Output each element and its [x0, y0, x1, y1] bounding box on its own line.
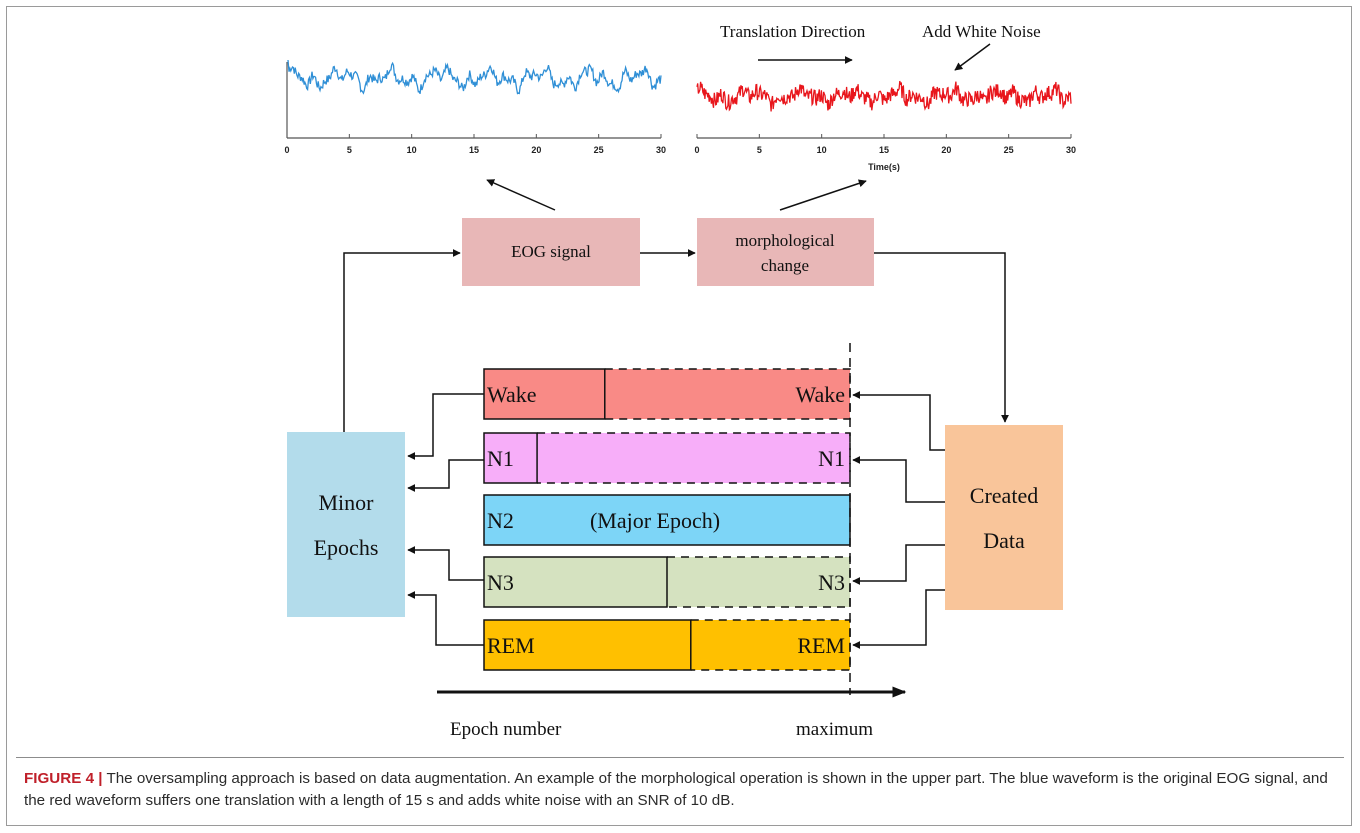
- x-tick-label: 15: [879, 145, 889, 155]
- maximum-label: maximum: [796, 719, 873, 740]
- time-axis-label: Time(s): [868, 162, 900, 172]
- stage-left-label: N3: [487, 570, 514, 595]
- stage-left-label: N2: [487, 508, 514, 533]
- stage-right-label: REM: [797, 633, 845, 658]
- original-epochs-segment: [483, 432, 538, 484]
- original-epochs-segment: [483, 556, 668, 608]
- created-epochs-segment: [667, 556, 851, 608]
- stage-bar-n1: N1 N1: [483, 432, 851, 484]
- augmented-waveform-plot: 0 5 10 15 20 25 30 Time(s): [694, 80, 1076, 172]
- morph-to-red-arrow: [779, 179, 867, 211]
- stage-bar-fill: [484, 369, 850, 419]
- x-tick-label: 10: [407, 145, 417, 155]
- x-tick-label: 30: [656, 145, 666, 155]
- x-tick-label: 30: [1066, 145, 1076, 155]
- stage-bar-fill: [484, 620, 850, 670]
- created-to-stage-arrows: [852, 391, 945, 649]
- stage-left-label: N1: [487, 446, 514, 471]
- minor-label-line1: Minor: [319, 490, 375, 515]
- x-tick-label: 5: [757, 145, 762, 155]
- eog-to-blue-arrow: [486, 179, 556, 211]
- minor-to-eog-arrow: [343, 249, 461, 432]
- x-tick-label: 20: [531, 145, 541, 155]
- x-tick-label: 20: [941, 145, 951, 155]
- created-label-line1: Created: [970, 483, 1038, 508]
- created-epochs-segment: [537, 432, 851, 484]
- caption-text: The oversampling approach is based on da…: [24, 770, 1328, 809]
- epoch-number-label: Epoch number: [450, 719, 562, 740]
- stage-bar-fill: [484, 433, 850, 483]
- created-data-box: Created Data: [945, 425, 1063, 610]
- white-noise-arrow: [954, 43, 991, 71]
- morph-to-created-arrow: [874, 252, 1009, 423]
- morph-label-line2: change: [761, 256, 809, 275]
- augmented-eog-waveform: [696, 80, 1072, 112]
- eog-signal-label: EOG signal: [511, 242, 591, 261]
- stage-left-label: Wake: [487, 382, 537, 407]
- stage-right-label: Wake: [795, 382, 845, 407]
- stage-right-label: N1: [818, 446, 845, 471]
- stage-bar-n3: N3 N3: [483, 556, 851, 608]
- x-tick-label: 25: [594, 145, 604, 155]
- caption-separator: [16, 757, 1344, 758]
- minor-label-line2: Epochs: [314, 535, 379, 560]
- stage-bar-fill: [484, 495, 850, 545]
- original-waveform-plot: 0 5 10 15 20 25 30: [284, 59, 666, 155]
- x-tick-label: 10: [817, 145, 827, 155]
- x-tick-label: 0: [284, 145, 289, 155]
- x-tick-label: 15: [469, 145, 479, 155]
- stage-to-minor-arrows: [407, 393, 484, 646]
- figure-label: FIGURE 4 |: [24, 770, 103, 787]
- morph-label-line1: morphological: [735, 231, 834, 250]
- morphological-change-box: morphological change: [697, 218, 874, 286]
- stage-bar-wake: Wake Wake: [483, 368, 851, 420]
- stage-right-label: N3: [818, 570, 845, 595]
- stage-right-label: (Major Epoch): [590, 508, 720, 533]
- created-label-line2: Data: [983, 528, 1025, 553]
- eog-signal-box: EOG signal: [462, 218, 640, 286]
- stage-left-label: REM: [487, 633, 535, 658]
- x-tick-label: 25: [1004, 145, 1014, 155]
- x-tick-label: 0: [694, 145, 699, 155]
- minor-epochs-box: Minor Epochs: [287, 432, 405, 617]
- original-eog-waveform: [287, 59, 662, 95]
- stage-bars: Wake Wake N1 N1 N2 (Major Epoch) N3 N3 REM REM: [483, 368, 851, 671]
- stage-bar-outline: [483, 494, 851, 546]
- x-tick-label: 5: [347, 145, 352, 155]
- stage-bar-rem: REM REM: [483, 619, 851, 671]
- figure-caption: FIGURE 4 | The oversampling approach is …: [24, 768, 1340, 812]
- stage-bar-n2: N2 (Major Epoch): [483, 494, 851, 546]
- add-white-noise-label: Add White Noise: [922, 22, 1041, 41]
- translation-direction-label: Translation Direction: [720, 22, 866, 41]
